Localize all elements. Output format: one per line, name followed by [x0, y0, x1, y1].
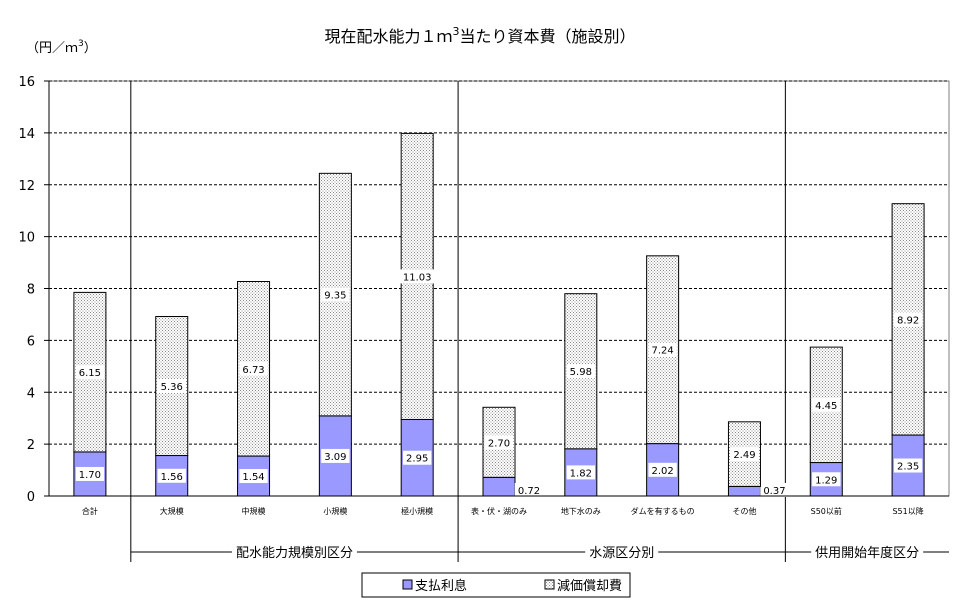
- data-label-bg: [566, 465, 596, 480]
- category-label: S50以前: [811, 506, 842, 516]
- category-label: 地下水のみ: [561, 506, 601, 516]
- data-label: 0.37: [763, 486, 785, 497]
- data-label: 6.73: [242, 365, 264, 376]
- category-label: 合計: [82, 506, 98, 516]
- data-label: 1.70: [79, 470, 101, 481]
- category-label: 極小規模: [401, 506, 433, 516]
- group-label: 供用開始年度区分: [815, 545, 919, 561]
- legend-label-interest: 支払利息: [415, 578, 467, 594]
- data-label: 2.35: [897, 462, 919, 473]
- data-label-bg: [399, 269, 435, 284]
- legend-label-depreciation: 減価償却費: [557, 578, 622, 594]
- data-label: 2.02: [652, 466, 674, 477]
- y-tick-label: 4: [27, 386, 35, 401]
- group-separators: [130, 81, 786, 562]
- data-label: 9.35: [324, 291, 346, 302]
- group-label: 水源区分別: [589, 546, 654, 561]
- data-label-bg: [514, 483, 544, 497]
- legend-swatch-depreciation: [544, 579, 555, 590]
- category-label: S51以降: [892, 506, 923, 516]
- data-label-bg: [321, 287, 350, 302]
- y-tick-label: 10: [18, 231, 35, 246]
- data-label-bg: [812, 472, 841, 487]
- data-label-bg: [484, 435, 514, 450]
- data-label-bg: [893, 458, 923, 473]
- y-tick-label: 12: [18, 179, 35, 194]
- data-label: 1.82: [570, 468, 592, 479]
- data-label-bg: [760, 483, 789, 497]
- data-label: 2.70: [488, 438, 510, 449]
- gridlines: [49, 80, 949, 445]
- category-label: 小規模: [323, 506, 347, 516]
- group-label: 配水能力規模別区分: [236, 546, 353, 561]
- category-labels: 合計 大規模 中規模 小規模 極小規模 表・伏・湖のみ 地下水のみ ダムを有するもの その他 S5…: [82, 506, 924, 516]
- chart-title: 現在配水能力１ｍ3当たり資本費（施設別）: [324, 25, 635, 46]
- data-label: 0.72: [518, 486, 540, 497]
- data-label: 5.98: [570, 367, 592, 378]
- data-label: 4.45: [815, 401, 837, 412]
- data-label: 1.56: [161, 472, 183, 483]
- bar-segment-interest: [727, 485, 761, 497]
- data-label-bg: [648, 342, 677, 357]
- data-label: 11.03: [403, 272, 432, 283]
- data-label-bg: [566, 364, 596, 379]
- y-tick-label: 14: [18, 127, 35, 142]
- data-label-bg: [893, 312, 923, 327]
- data-label-bg: [321, 448, 350, 463]
- group-labels: 配水能力規模別区分 水源区分別 供用開始年度区分: [130, 545, 949, 561]
- data-label-bg: [157, 379, 186, 394]
- y-tick-label: 8: [27, 283, 35, 298]
- axes: [44, 80, 950, 497]
- data-label: 2.49: [733, 450, 755, 461]
- legend-swatch-interest: [402, 579, 413, 590]
- legend: 支払利息 減価償却費: [361, 572, 631, 598]
- data-label-bg: [812, 397, 841, 412]
- category-label: その他: [732, 506, 756, 516]
- bars: 1.70 6.15 1.56 5.36 1.54 6.73 3.09 9.35 2.95 11.0…: [73, 132, 925, 497]
- category-label: ダムを有するもの: [631, 506, 695, 516]
- data-label: 1.54: [242, 472, 264, 483]
- data-label: 2.95: [406, 454, 428, 465]
- data-label: 6.15: [79, 368, 101, 379]
- category-label: 表・伏・湖のみ: [471, 506, 527, 516]
- category-label: 中規模: [242, 506, 266, 516]
- category-label: 大規模: [160, 506, 184, 516]
- data-label-bg: [239, 469, 268, 484]
- data-label-bg: [157, 468, 186, 483]
- bar-segment-interest: [482, 476, 516, 497]
- data-label: 3.09: [324, 452, 346, 463]
- data-label-bg: [648, 462, 677, 477]
- data-label: 7.24: [652, 346, 674, 357]
- data-label: 1.29: [815, 475, 837, 486]
- y-axis-label: （円／ｍ3）: [26, 39, 97, 56]
- data-label: 5.36: [161, 382, 183, 393]
- y-tick-label: 16: [18, 75, 35, 90]
- y-tick-label: 0: [27, 490, 35, 505]
- data-label: 8.92: [897, 315, 919, 326]
- y-tick-label: 2: [27, 438, 35, 453]
- y-axis-ticks: 0 2 4 6 8 10 12 14 16: [18, 75, 35, 505]
- data-label-bg: [75, 365, 105, 380]
- data-label-bg: [239, 361, 268, 376]
- data-label-bg: [402, 450, 432, 465]
- y-tick-label: 6: [27, 334, 35, 349]
- data-label-bg: [75, 466, 105, 481]
- data-label-bg: [730, 447, 759, 462]
